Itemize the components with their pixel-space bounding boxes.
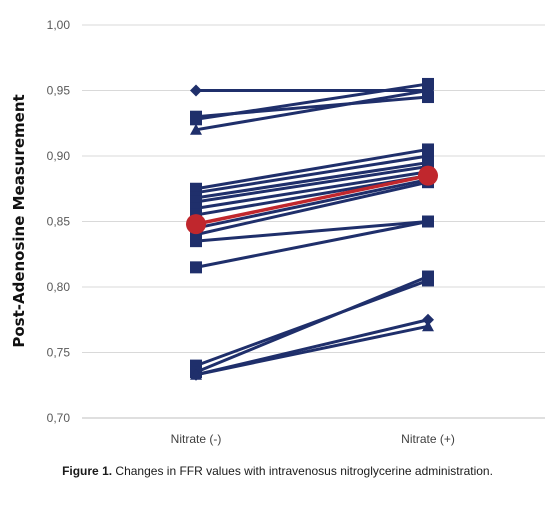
series-path bbox=[195, 220, 429, 269]
y-tick-label: 0,80 bbox=[47, 280, 71, 294]
figure-caption: Figure 1. Changes in FFR values with int… bbox=[0, 464, 555, 478]
y-tick-label: 0,75 bbox=[47, 346, 71, 360]
y-tick-labels: 0,70 0,75 0,80 0,85 0,90 0,95 1,00 bbox=[47, 18, 71, 425]
data-point bbox=[190, 368, 202, 380]
series-line bbox=[190, 215, 434, 274]
x-tick-label: Nitrate (-) bbox=[171, 432, 222, 446]
series-path bbox=[195, 170, 429, 210]
data-point bbox=[422, 77, 434, 90]
ffr-chart: 0,70 0,75 0,80 0,85 0,90 0,95 1,00 Nitrate (-)… bbox=[10, 18, 545, 446]
y-tick-label: 0,90 bbox=[47, 149, 71, 163]
data-point bbox=[190, 261, 202, 274]
series-path bbox=[195, 178, 429, 230]
figure-caption-text: Changes in FFR values with intravenosus … bbox=[115, 464, 493, 478]
x-tick-labels: Nitrate (-) Nitrate (+) bbox=[171, 432, 455, 446]
data-point bbox=[190, 84, 202, 97]
data-point bbox=[190, 113, 202, 126]
series-path bbox=[195, 164, 429, 204]
series-path bbox=[195, 161, 429, 200]
series-path bbox=[195, 82, 429, 121]
y-tick-label: 0,95 bbox=[47, 84, 71, 98]
series-path bbox=[195, 89, 429, 132]
y-axis-label: Post-Adenosine Measurement bbox=[10, 94, 28, 347]
data-point bbox=[422, 270, 434, 283]
series-path bbox=[195, 147, 429, 191]
mean-line bbox=[195, 173, 429, 226]
data-point bbox=[190, 235, 202, 248]
series-path bbox=[195, 220, 429, 243]
gridlines bbox=[82, 24, 545, 419]
data-point bbox=[186, 214, 206, 235]
data-point bbox=[422, 320, 434, 332]
x-tick-label: Nitrate (+) bbox=[401, 432, 455, 446]
y-tick-label: 0,70 bbox=[47, 411, 71, 425]
series-path bbox=[195, 275, 429, 374]
series-line bbox=[190, 77, 434, 126]
series-path bbox=[195, 154, 429, 195]
data-point bbox=[422, 313, 434, 326]
y-tick-label: 0,85 bbox=[47, 215, 71, 229]
data-point bbox=[418, 165, 438, 186]
series-path bbox=[195, 324, 429, 377]
series-line bbox=[190, 320, 434, 380]
data-point bbox=[422, 215, 434, 228]
mean-series bbox=[186, 165, 438, 235]
series-path bbox=[195, 180, 429, 237]
series-line bbox=[190, 84, 434, 135]
y-tick-label: 1,00 bbox=[47, 18, 71, 32]
figure-label: Figure 1. bbox=[62, 464, 113, 478]
data-point bbox=[190, 123, 202, 135]
series-lines bbox=[190, 77, 434, 381]
data-point bbox=[422, 84, 434, 96]
